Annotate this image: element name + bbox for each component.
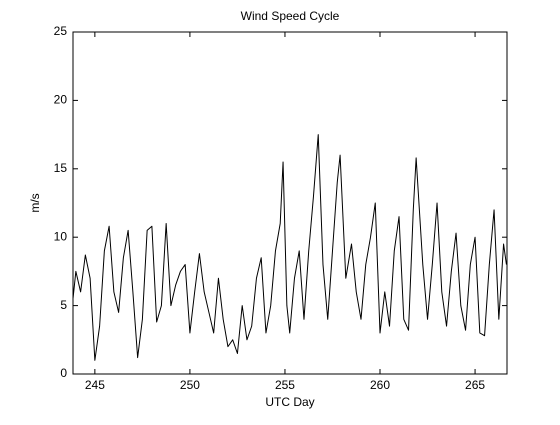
y-tick-label: 15 (54, 161, 68, 175)
x-tick-label: 255 (275, 378, 295, 392)
x-tick-label: 265 (465, 378, 485, 392)
x-axis-label: UTC Day (265, 395, 314, 409)
y-tick-label: 0 (60, 366, 67, 380)
chart-title: Wind Speed Cycle (241, 9, 340, 23)
y-tick-label: 25 (54, 24, 68, 38)
y-tick-label: 10 (54, 229, 68, 243)
x-tick-label: 250 (180, 378, 200, 392)
data-line (72, 134, 507, 361)
x-tick-label: 245 (85, 378, 105, 392)
y-axis-label: m/s (28, 193, 42, 212)
y-tick-label: 5 (60, 298, 67, 312)
plot-frame (72, 31, 508, 375)
x-tick-label: 260 (370, 378, 390, 392)
y-tick-label: 20 (54, 93, 68, 107)
